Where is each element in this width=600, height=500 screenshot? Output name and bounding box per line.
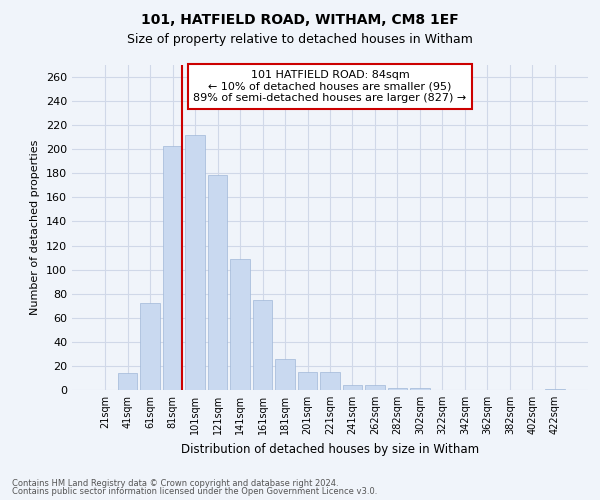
- X-axis label: Distribution of detached houses by size in Witham: Distribution of detached houses by size …: [181, 442, 479, 456]
- Bar: [545, 389, 565, 390]
- Bar: [118, 373, 137, 390]
- Bar: [185, 135, 205, 390]
- Text: Contains HM Land Registry data © Crown copyright and database right 2024.: Contains HM Land Registry data © Crown c…: [12, 478, 338, 488]
- Bar: [230, 259, 250, 390]
- Bar: [208, 174, 227, 390]
- Bar: [343, 385, 362, 390]
- Bar: [365, 385, 385, 390]
- Text: 101, HATFIELD ROAD, WITHAM, CM8 1EF: 101, HATFIELD ROAD, WITHAM, CM8 1EF: [141, 12, 459, 26]
- Bar: [410, 388, 430, 390]
- Text: Contains public sector information licensed under the Open Government Licence v3: Contains public sector information licen…: [12, 487, 377, 496]
- Bar: [140, 304, 160, 390]
- Bar: [388, 388, 407, 390]
- Bar: [298, 372, 317, 390]
- Bar: [275, 358, 295, 390]
- Text: Size of property relative to detached houses in Witham: Size of property relative to detached ho…: [127, 32, 473, 46]
- Bar: [320, 372, 340, 390]
- Text: 101 HATFIELD ROAD: 84sqm
← 10% of detached houses are smaller (95)
89% of semi-d: 101 HATFIELD ROAD: 84sqm ← 10% of detach…: [193, 70, 467, 103]
- Bar: [253, 300, 272, 390]
- Bar: [163, 146, 182, 390]
- Y-axis label: Number of detached properties: Number of detached properties: [31, 140, 40, 315]
